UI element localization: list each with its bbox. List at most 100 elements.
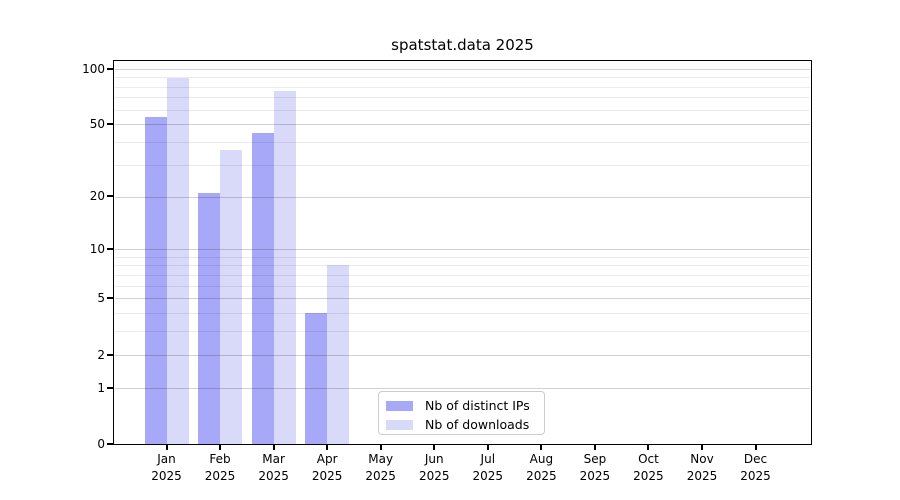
year-label: 2025 [311,469,343,483]
x-axis-tick-mark [754,445,757,450]
gridline-minor [115,274,810,276]
chart-title: spatstat.data 2025 [391,36,534,54]
bar-downloads-apr [327,265,350,444]
gridline-major [115,249,810,251]
y-axis-tick-label: 50 [89,117,105,132]
gridline-minor [115,256,810,258]
year-label: 2025 [472,469,504,483]
x-axis-tick-mark [326,445,329,450]
y-axis-tick-label: 0 [97,437,105,451]
x-axis-tick-mark [272,445,275,450]
y-axis-tick-label: 10 [89,242,105,257]
year-label: 2025 [633,469,664,483]
legend-item-distinct-ips: Nb of distinct IPs [386,397,544,414]
x-axis-tick-mark [219,445,222,450]
month-label: Jul [480,452,496,466]
gridline-minor [115,285,810,287]
x-axis-tick-label-nov: Nov 2025 [670,451,734,485]
x-axis-tick-label-dec: Dec 2025 [724,451,788,485]
month-label: Dec [743,452,768,466]
x-axis-tick-label-mar: Mar 2025 [242,451,306,485]
gridline-minor [115,265,810,267]
y-axis-tick-mark [107,123,113,126]
year-label: 2025 [365,469,396,483]
x-axis-tick-mark [540,445,543,450]
x-axis-tick-mark [701,445,703,450]
y-axis-tick-label: 100 [82,61,105,76]
x-axis-tick-label-jan: Jan 2025 [135,451,199,485]
y-axis-tick-label: 20 [89,189,105,204]
gridline-minor [115,109,810,111]
y-axis-tick-mark [107,195,113,198]
legend-item-downloads: Nb of downloads [386,416,544,433]
y-axis-tick-mark [107,297,113,300]
y-axis-tick-mark [107,353,113,356]
legend-label-downloads: Nb of downloads [425,417,530,432]
gridline-minor [115,331,810,333]
month-label: May [368,452,394,466]
gridline-minor [115,77,810,79]
month-label: Oct [638,452,659,466]
bar-downloads-jan [166,78,189,444]
month-label: Feb [209,452,231,466]
x-axis-tick-label-apr: Apr 2025 [295,451,359,485]
gridline-major [115,354,810,356]
x-axis-tick-mark [433,445,436,450]
y-axis-tick-mark [107,443,113,445]
x-axis-tick-mark [486,445,489,450]
gridline-minor [115,97,810,99]
year-label: 2025 [151,469,182,483]
bar-downloads-mar [273,90,296,444]
x-axis-tick-label-jul: Jul 2025 [456,451,520,485]
bar-downloads-feb [220,150,243,444]
x-axis-tick-label-oct: Oct 2025 [616,451,680,485]
gridline-minor [115,86,810,88]
month-label: Sep [583,452,607,466]
month-label: Nov [690,452,714,466]
x-axis-tick-label-may: May 2025 [349,451,413,485]
year-label: 2025 [579,469,611,483]
year-label: 2025 [740,469,771,483]
bar-ips-mar [251,132,274,444]
month-label: Jun [424,452,444,466]
x-axis-tick-mark [379,445,382,450]
bar-ips-apr [305,313,328,444]
year-label: 2025 [204,469,236,483]
legend-label-distinct-ips: Nb of distinct IPs [425,398,530,413]
gridline-minor [115,164,810,166]
x-axis-tick-label-jun: Jun 2025 [402,451,466,485]
y-axis-tick-mark [107,67,113,70]
gridline-minor [115,142,810,144]
x-axis-tick-label-feb: Feb 2025 [188,451,252,485]
gridline-major [115,124,810,126]
plot-border [113,60,812,445]
month-label: Apr [316,452,338,466]
gridline-major [115,387,810,389]
legend-swatch-downloads [386,419,413,430]
gridline-minor [115,313,810,315]
x-axis-tick-label-sep: Sep 2025 [563,451,627,485]
x-axis-tick-mark [593,445,596,450]
month-label: Jan [157,452,176,466]
legend: Nb of distinct IPs Nb of downloads [378,391,545,435]
x-axis-tick-mark [165,445,168,450]
gridline-major [115,68,810,70]
x-axis-tick-mark [647,445,650,450]
y-axis-tick-label: 5 [97,291,105,306]
legend-swatch-distinct-ips [386,400,413,411]
year-label: 2025 [418,469,450,483]
x-axis-tick-label-aug: Aug 2025 [509,451,573,485]
gridline-major [115,196,810,198]
bar-ips-jan [144,116,167,444]
month-label: Aug [529,452,554,466]
year-label: 2025 [526,469,557,483]
y-axis-tick-mark [107,248,113,251]
year-label: 2025 [258,469,289,483]
y-axis-tick-label: 2 [97,347,105,362]
y-axis-tick-label: 1 [97,380,105,395]
year-label: 2025 [686,469,718,483]
y-axis-tick-mark [107,386,113,389]
gridline-major [115,298,810,300]
bar-ips-feb [198,192,221,444]
